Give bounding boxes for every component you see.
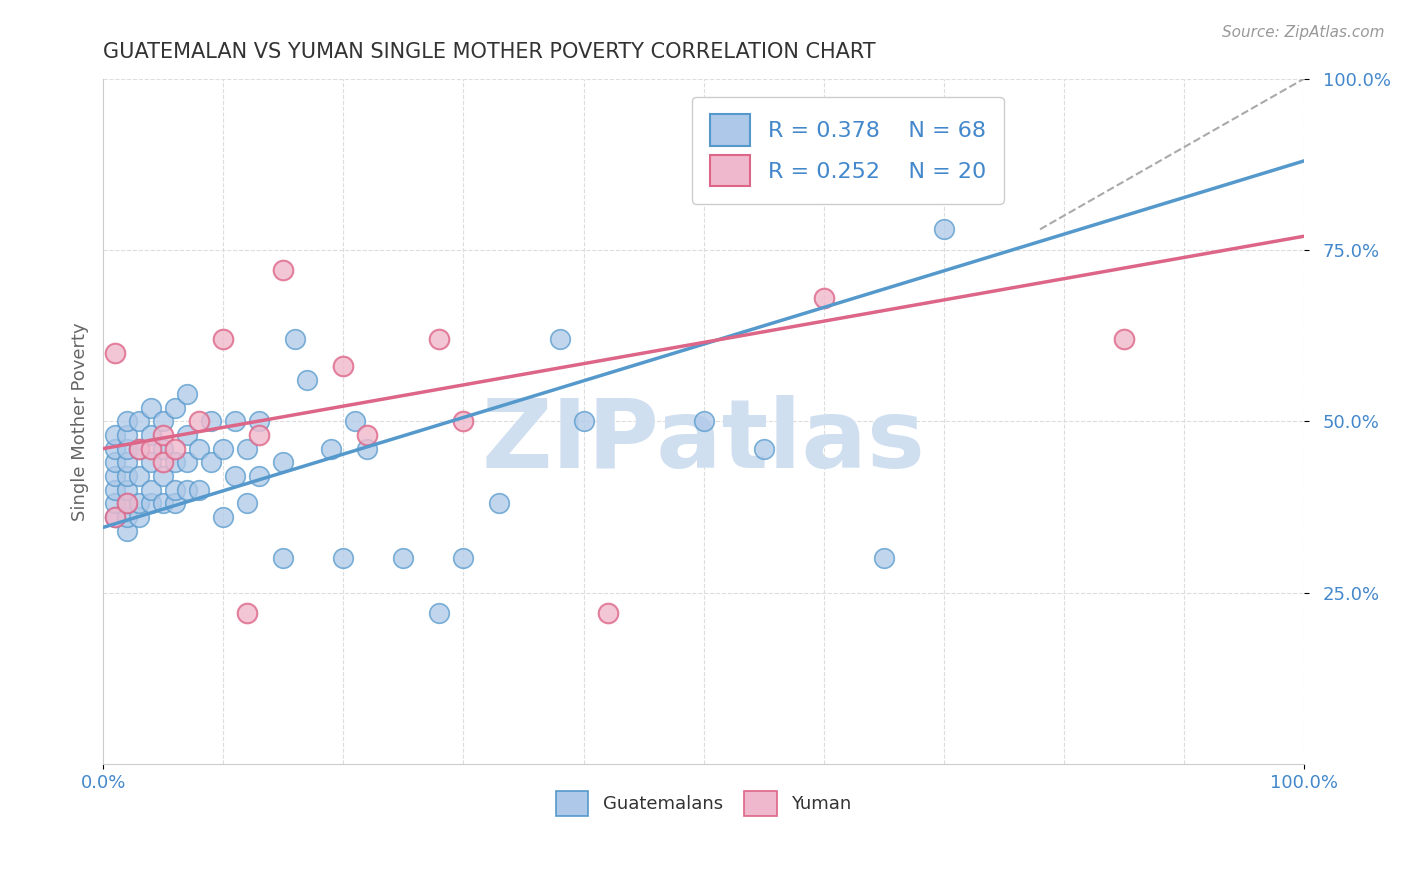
Point — [247, 469, 270, 483]
Point — [200, 414, 222, 428]
Point — [104, 455, 127, 469]
Point — [152, 428, 174, 442]
Point — [356, 442, 378, 456]
Point — [141, 442, 163, 456]
Point — [752, 442, 775, 456]
Point — [224, 414, 246, 428]
Point — [128, 496, 150, 510]
Point — [188, 442, 211, 456]
Point — [128, 510, 150, 524]
Point — [332, 551, 354, 566]
Point — [1112, 332, 1135, 346]
Y-axis label: Single Mother Poverty: Single Mother Poverty — [72, 322, 89, 521]
Point — [692, 414, 714, 428]
Point — [236, 606, 259, 620]
Point — [236, 442, 259, 456]
Point — [152, 496, 174, 510]
Point — [247, 414, 270, 428]
Point — [115, 469, 138, 483]
Text: GUATEMALAN VS YUMAN SINGLE MOTHER POVERTY CORRELATION CHART: GUATEMALAN VS YUMAN SINGLE MOTHER POVERT… — [103, 42, 876, 62]
Legend: Guatemalans, Yuman: Guatemalans, Yuman — [548, 783, 859, 823]
Point — [104, 496, 127, 510]
Point — [392, 551, 415, 566]
Point — [115, 483, 138, 497]
Point — [115, 455, 138, 469]
Point — [212, 510, 235, 524]
Point — [104, 510, 127, 524]
Point — [141, 496, 163, 510]
Point — [224, 469, 246, 483]
Point — [596, 606, 619, 620]
Point — [104, 428, 127, 442]
Point — [453, 551, 475, 566]
Point — [141, 483, 163, 497]
Text: ZIPatlas: ZIPatlas — [482, 395, 925, 488]
Point — [115, 442, 138, 456]
Point — [429, 606, 451, 620]
Point — [115, 414, 138, 428]
Point — [429, 332, 451, 346]
Point — [813, 291, 835, 305]
Point — [104, 469, 127, 483]
Point — [873, 551, 896, 566]
Point — [176, 455, 198, 469]
Point — [188, 483, 211, 497]
Point — [200, 455, 222, 469]
Point — [128, 469, 150, 483]
Point — [128, 442, 150, 456]
Point — [152, 442, 174, 456]
Point — [176, 386, 198, 401]
Point — [128, 414, 150, 428]
Point — [152, 455, 174, 469]
Point — [284, 332, 307, 346]
Point — [212, 332, 235, 346]
Point — [104, 483, 127, 497]
Point — [104, 442, 127, 456]
Point — [932, 222, 955, 236]
Point — [165, 496, 187, 510]
Point — [141, 401, 163, 415]
Point — [332, 359, 354, 374]
Point — [165, 483, 187, 497]
Point — [115, 496, 138, 510]
Point — [165, 401, 187, 415]
Point — [247, 428, 270, 442]
Point — [128, 442, 150, 456]
Point — [152, 414, 174, 428]
Point — [572, 414, 595, 428]
Point — [271, 551, 294, 566]
Text: Source: ZipAtlas.com: Source: ZipAtlas.com — [1222, 25, 1385, 40]
Point — [165, 442, 187, 456]
Point — [344, 414, 367, 428]
Point — [297, 373, 319, 387]
Point — [453, 414, 475, 428]
Point — [548, 332, 571, 346]
Point — [104, 510, 127, 524]
Point — [176, 428, 198, 442]
Point — [115, 428, 138, 442]
Point — [165, 455, 187, 469]
Point — [104, 345, 127, 359]
Point — [115, 524, 138, 538]
Point — [141, 428, 163, 442]
Point — [488, 496, 510, 510]
Point — [212, 442, 235, 456]
Point — [115, 496, 138, 510]
Point — [176, 483, 198, 497]
Point — [115, 510, 138, 524]
Point — [271, 455, 294, 469]
Point — [236, 496, 259, 510]
Point — [141, 455, 163, 469]
Point — [321, 442, 343, 456]
Point — [188, 414, 211, 428]
Point — [271, 263, 294, 277]
Point — [356, 428, 378, 442]
Point — [152, 469, 174, 483]
